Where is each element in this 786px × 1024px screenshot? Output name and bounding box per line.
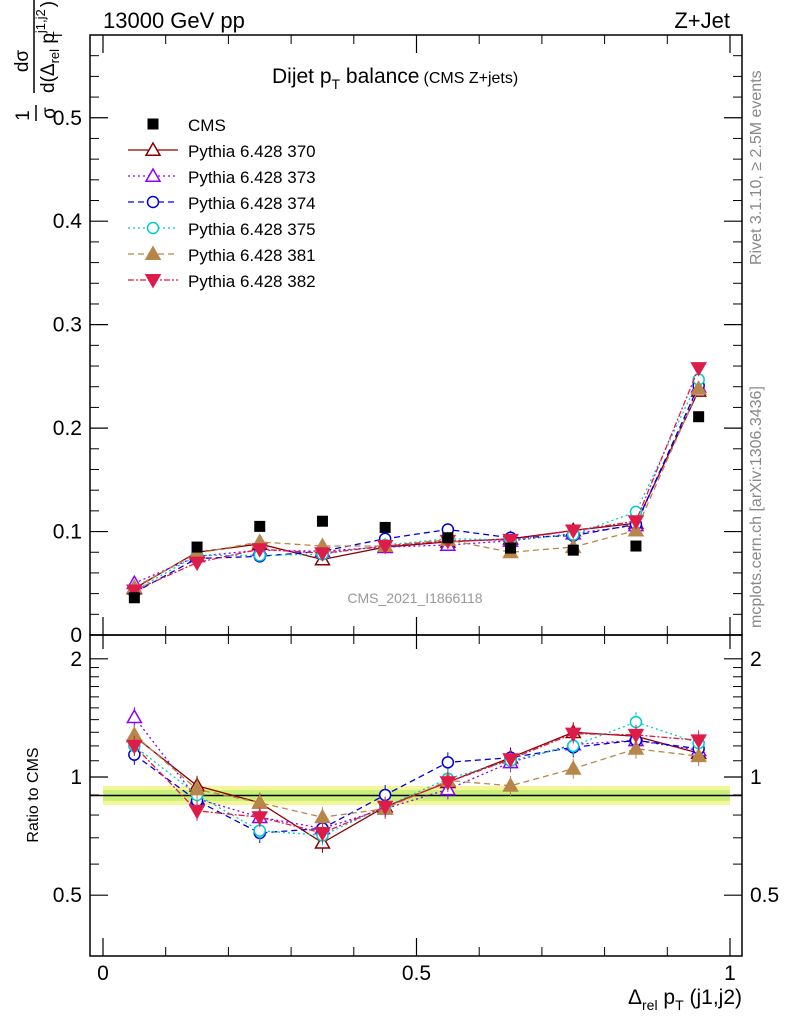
- legend-label: Pythia 6.428 382: [188, 272, 316, 291]
- series-line: [134, 385, 700, 594]
- title-main: Dijet p: [272, 65, 332, 88]
- cms-data-point: [693, 411, 705, 423]
- ratio-point: [627, 740, 645, 755]
- legend-label: Pythia 6.428 374: [188, 194, 316, 213]
- y-tick-label: 0.4: [53, 210, 83, 233]
- rivet-version-text: Rivet 3.1.10, ≥ 2.5M events: [748, 70, 765, 265]
- series-line: [134, 390, 700, 590]
- series-point: [502, 533, 519, 549]
- ratio-point: [502, 777, 519, 792]
- ratio-point: [188, 780, 206, 796]
- ratio-point: [502, 753, 519, 768]
- y-tick-label: 0.5: [53, 107, 82, 130]
- ratio-series-line: [133, 721, 699, 837]
- series-line: [134, 367, 700, 592]
- legend-marker: [144, 141, 162, 156]
- legend-marker-cms: [147, 118, 159, 130]
- cms-data-point: [191, 541, 203, 553]
- ratio-point: [314, 827, 331, 842]
- ratio-point: [690, 734, 707, 749]
- ratio-y-tick-label: 2: [70, 648, 82, 671]
- series-point: [564, 524, 582, 540]
- legend-marker: [144, 167, 162, 182]
- cms-data-point: [630, 540, 642, 552]
- ratio-point: [251, 811, 269, 826]
- svg-text:Dijet pT balance(CMS Z+jets): Dijet pT balance (CMS Z+jets): [272, 65, 518, 92]
- header-right: Z+Jet: [674, 8, 730, 33]
- y-axis-label-top: 1 σ dσ d(Δrel pj1,j2T): [12, 0, 65, 121]
- ratio-series-line: [133, 716, 699, 830]
- ratio-point: [439, 776, 457, 791]
- legend-label-cms: CMS: [188, 116, 226, 135]
- ratio-point: [690, 747, 707, 763]
- cms-data-point: [316, 515, 328, 527]
- legend-marker: [144, 274, 162, 289]
- series-point: [376, 540, 394, 555]
- series-point: [690, 380, 707, 395]
- series-line: [134, 386, 700, 584]
- ratio-point: [126, 708, 143, 724]
- legend-marker: [146, 221, 160, 235]
- ratio-y-tick-label: 1: [70, 766, 82, 789]
- legend-marker: [146, 195, 160, 209]
- series-point: [251, 543, 269, 558]
- svg-text:dσ: dσ: [12, 50, 33, 73]
- ratio-series-line: [133, 732, 699, 834]
- axis-ticks: 0 0.5 1 0 0.1 0.2 0.3 0.4 0.5 0.5 0.5 1 1 2 2: [53, 35, 779, 985]
- title-sub: T: [332, 76, 341, 92]
- cms-data-point: [442, 532, 454, 544]
- svg-text:Δrel pT (j1,j2): Δrel pT (j1,j2): [628, 986, 742, 1013]
- title-note: (CMS Z+jets): [424, 70, 519, 87]
- cms-data-point: [128, 592, 140, 604]
- y-tick-label: 0: [70, 624, 82, 647]
- series-point: [690, 362, 707, 377]
- ratio-point: [376, 800, 394, 816]
- x-tick-label: 1: [724, 962, 736, 985]
- header-left: 13000 GeV pp: [103, 8, 245, 33]
- x-axis-label: Δrel pT (j1,j2): [628, 986, 742, 1013]
- cms-data-point: [505, 542, 517, 554]
- chart-title: Dijet pT balance (CMS Z+jets): [272, 65, 518, 92]
- title-rest: balance: [340, 65, 419, 88]
- series-line: [134, 379, 700, 592]
- svg-text:d(Δrel pj1,j2T): d(Δrel pj1,j2T): [33, 1, 65, 93]
- cms-data-point: [379, 521, 391, 533]
- analysis-watermark: CMS_2021_I1866118: [347, 590, 482, 606]
- legend-label: Pythia 6.428 381: [188, 246, 316, 265]
- ratio-y-tick-label: 0.5: [53, 884, 82, 907]
- ratio-y-tick-label-right: 0.5: [750, 884, 779, 907]
- ratio-point: [188, 804, 206, 820]
- legend-label: Pythia 6.428 373: [188, 168, 316, 187]
- plot-series: [126, 362, 707, 853]
- y-axis-label-ratio: Ratio to CMS: [25, 747, 42, 842]
- ratio-series-line: [133, 739, 699, 834]
- series-point: [188, 556, 206, 572]
- x-tick-label: 0.5: [402, 962, 431, 985]
- ratio-y-tick-label-right: 2: [750, 648, 762, 671]
- series-point: [314, 547, 331, 562]
- mcplots-credit-text: mcplots.cern.ch [arXiv:1306.3436]: [748, 386, 765, 628]
- ratio-point: [564, 760, 582, 775]
- legend-label: Pythia 6.428 375: [188, 220, 316, 239]
- ratio-point: [314, 808, 331, 824]
- svg-text:1 σ: 1 σ: [13, 105, 60, 121]
- ratio-point: [441, 756, 455, 769]
- ratio-y-tick-label-right: 1: [750, 766, 762, 789]
- ratio-point: [627, 728, 645, 744]
- x-tick-label: 0: [97, 962, 109, 985]
- cms-data-point: [254, 520, 266, 532]
- ratio-point: [126, 739, 143, 755]
- y-tick-label: 0.2: [53, 417, 82, 440]
- series-point: [126, 584, 143, 600]
- ratio-point: [564, 727, 582, 743]
- legend-marker: [144, 245, 162, 260]
- legend-label: Pythia 6.428 370: [188, 142, 316, 161]
- legend: CMS Pythia 6.428 370 Pythia 6.428 373 Pythi…: [128, 116, 316, 291]
- ratio-series-line: [133, 734, 699, 818]
- cms-data-point: [567, 544, 579, 556]
- y-tick-label: 0.3: [53, 314, 82, 337]
- series-point: [627, 515, 645, 530]
- y-tick-label: 0.1: [53, 521, 82, 544]
